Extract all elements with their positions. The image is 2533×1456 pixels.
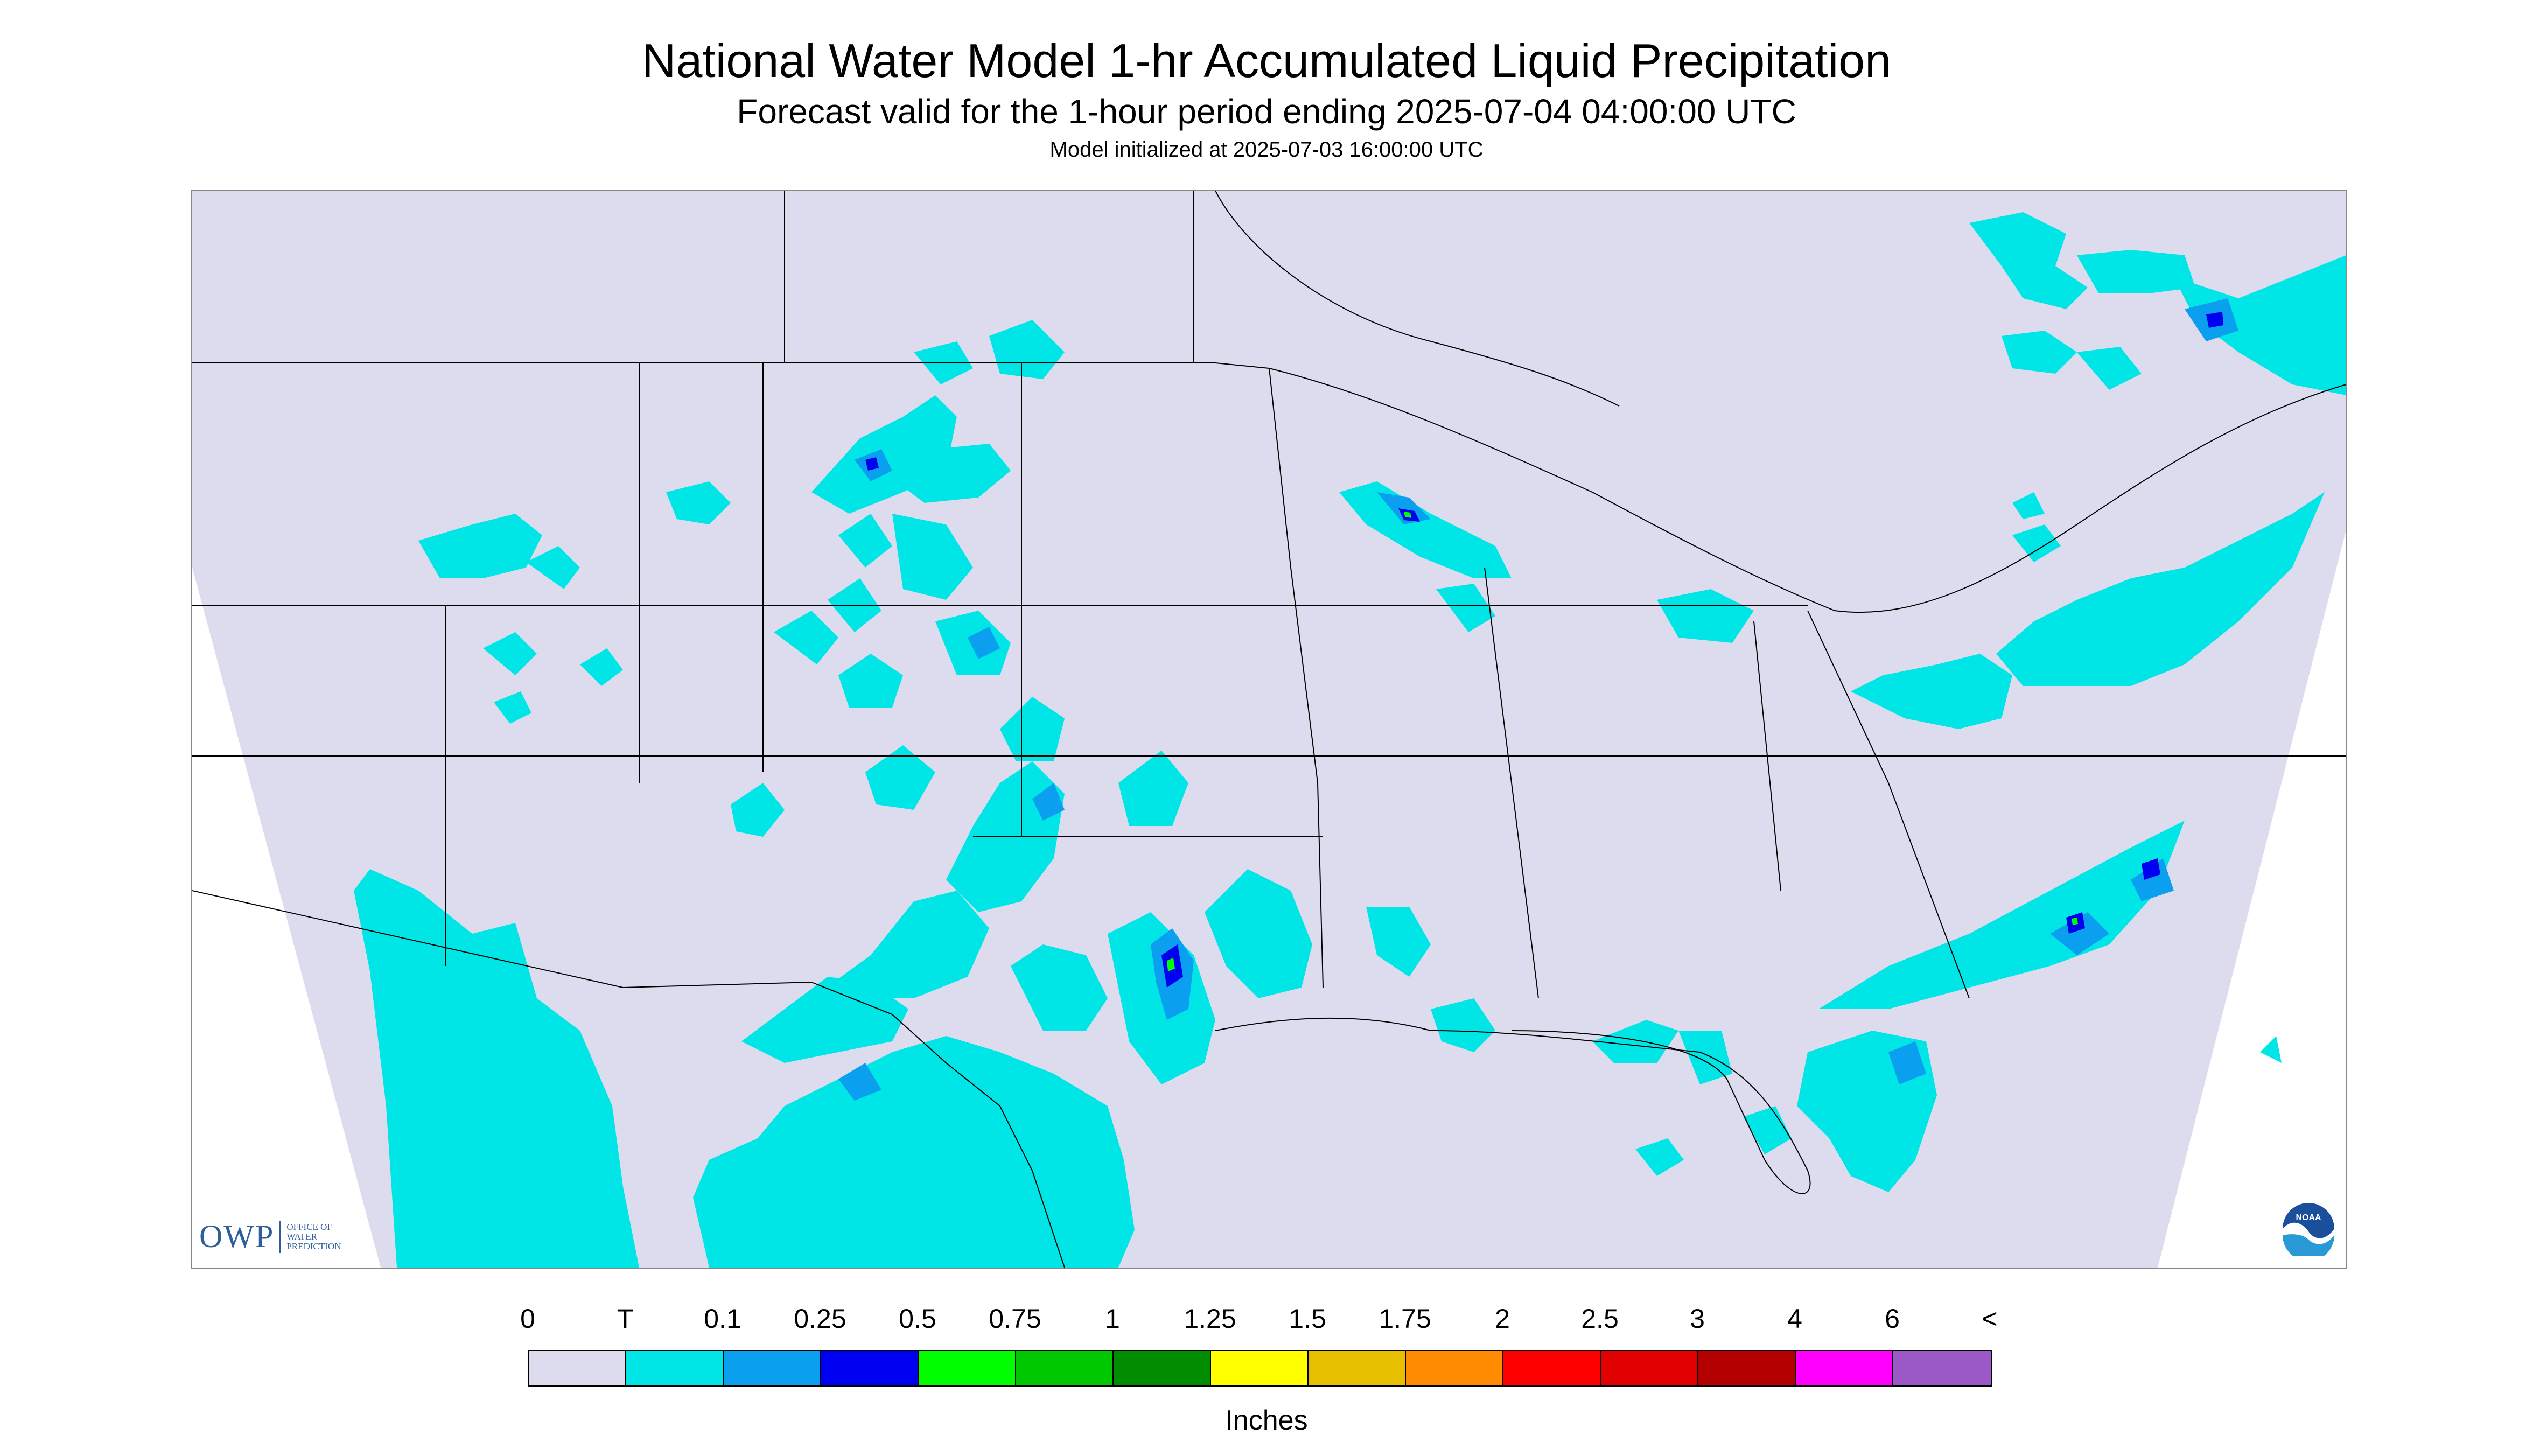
legend-swatch (1016, 1351, 1114, 1385)
legend-swatch (919, 1351, 1016, 1385)
legend-tick-label: 0 (520, 1304, 535, 1334)
legend-tick-label: 1 (1105, 1304, 1120, 1334)
legend-tick-label: T (617, 1304, 634, 1334)
map-canvas (192, 191, 2346, 1268)
legend-swatch (821, 1351, 919, 1385)
legend-swatch (626, 1351, 724, 1385)
owp-logo-divider (279, 1220, 282, 1253)
map-title: National Water Model 1-hr Accumulated Li… (641, 34, 1892, 87)
owp-logo-mark: OWP (199, 1219, 275, 1254)
legend-tick-label: 0.1 (704, 1304, 741, 1334)
owp-text-line: WATER (286, 1231, 318, 1242)
model-init-label: Model initialized at 2025-07-03 16:00:00… (1049, 138, 1484, 162)
legend-swatch (1114, 1351, 1211, 1385)
owp-logo-text: OFFICE OF WATER PREDICTION (286, 1222, 341, 1251)
legend-tick-label: 6 (1885, 1304, 1900, 1334)
legend-tick-label: < (1982, 1304, 1998, 1334)
legend-tick-label: 1.5 (1289, 1304, 1326, 1334)
precip-heavy-areas (1167, 512, 2078, 971)
legend-swatch (724, 1351, 821, 1385)
legend-tick-label: 1.25 (1184, 1304, 1236, 1334)
map-subtitle: Forecast valid for the 1-hour period end… (737, 92, 1796, 131)
precipitation-map[interactable] (191, 190, 2347, 1269)
legend-swatch (1796, 1351, 1893, 1385)
precip-moderate-areas (865, 312, 2223, 988)
legend-swatch (1893, 1351, 1991, 1385)
noaa-emblem-icon: NOAA (2283, 1203, 2334, 1261)
legend-color-bar (528, 1350, 1992, 1387)
legend-labels: 0 T 0.1 0.25 0.5 0.75 1 1.25 1.5 1.75 2 2.5 3 4 6 < (0, 1303, 2533, 1341)
legend-swatch (1309, 1351, 1406, 1385)
owp-text-line: PREDICTION (286, 1241, 341, 1251)
legend-tick-label: 0.5 (899, 1304, 936, 1334)
legend-tick-label: 2 (1495, 1304, 1510, 1334)
forecast-domain (192, 191, 2346, 1268)
owp-text-line: OFFICE OF (286, 1221, 332, 1232)
noaa-logo: NOAA (2282, 1202, 2335, 1261)
legend-tick-label: 3 (1690, 1304, 1705, 1334)
owp-logo: OWP OFFICE OF WATER PREDICTION (199, 1218, 341, 1255)
legend-swatch (529, 1351, 626, 1385)
noaa-logo-text: NOAA (2296, 1213, 2321, 1222)
boundary-lines (192, 191, 2346, 1268)
legend-tick-label: 0.25 (794, 1304, 846, 1334)
legend-units: Inches (1225, 1405, 1308, 1436)
coastline (1215, 1017, 1811, 1194)
legend-swatch (1601, 1351, 1698, 1385)
legend-swatch (1211, 1351, 1309, 1385)
legend-swatch (1698, 1351, 1796, 1385)
legend-swatch (1406, 1351, 1503, 1385)
legend-swatch (1503, 1351, 1601, 1385)
legend-tick-label: 4 (1787, 1304, 1802, 1334)
legend-tick-label: 1.75 (1379, 1304, 1431, 1334)
legend-tick-label: 0.75 (989, 1304, 1041, 1334)
legend-tick-label: 2.5 (1581, 1304, 1619, 1334)
